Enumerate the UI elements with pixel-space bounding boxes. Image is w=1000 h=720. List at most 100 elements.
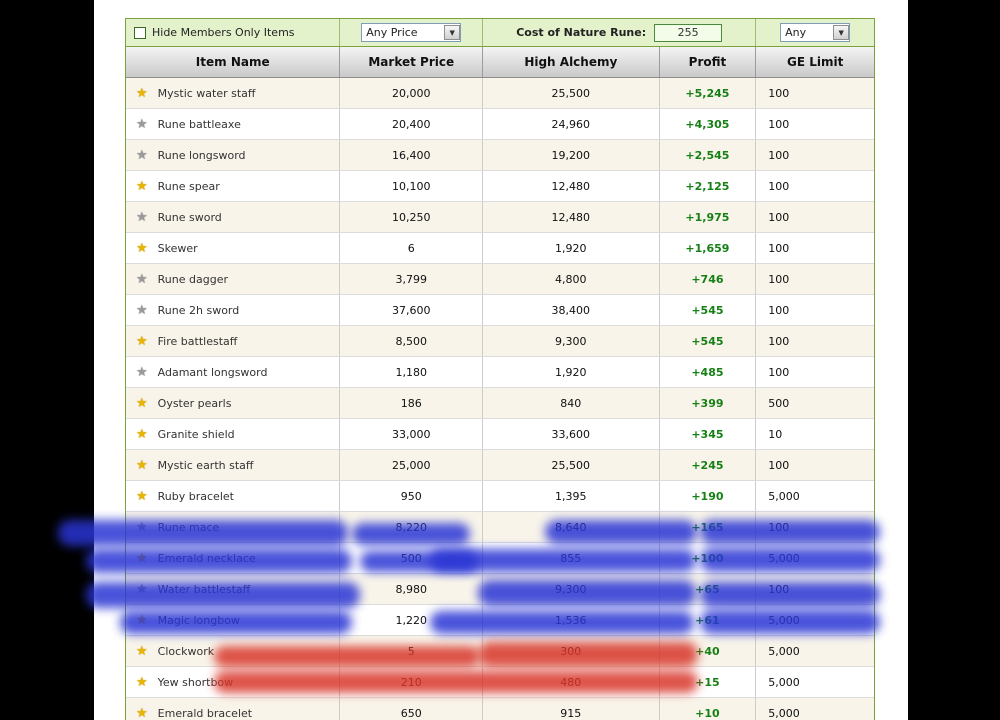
market-price-value: 10,250 (340, 202, 484, 232)
page-background: Hide Members Only Items Any Price ▼ Cost… (94, 0, 908, 720)
hide-members-checkbox[interactable] (134, 26, 146, 39)
ge-limit-value: 100 (768, 210, 790, 224)
high-alchemy-value: 19,200 (483, 140, 660, 170)
item-name: Rune battleaxe (157, 117, 241, 131)
profit-value: +399 (691, 396, 724, 410)
membership-filter-value: Any (785, 26, 807, 39)
table-header-row: Item Name Market Price High Alchemy Prof… (126, 47, 874, 78)
favorite-star-icon[interactable]: ★ (136, 333, 148, 349)
favorite-star-icon[interactable]: ★ (136, 612, 148, 628)
ge-limit-value: 5,000 (768, 489, 800, 503)
profit-value: +61 (695, 613, 720, 627)
profit-value: +4,305 (685, 117, 730, 131)
market-price-value: 16,400 (340, 140, 484, 170)
high-alchemy-value: 1,920 (483, 357, 660, 387)
chevron-down-icon[interactable]: ▼ (444, 25, 461, 40)
table-row: ★ Yew shortbow 210 480 +15 5,000 (126, 667, 874, 698)
high-alchemy-value: 4,800 (483, 264, 660, 294)
ge-limit-value: 100 (768, 179, 790, 193)
profit-value: +545 (691, 303, 724, 317)
favorite-star-icon[interactable]: ★ (136, 209, 148, 225)
favorite-star-icon[interactable]: ★ (136, 147, 148, 163)
high-alchemy-value: 300 (483, 636, 660, 666)
price-filter-section: Any Price ▼ (340, 19, 484, 46)
favorite-star-icon[interactable]: ★ (136, 674, 148, 690)
table-row: ★ Magic longbow 1,220 1,536 +61 5,000 (126, 605, 874, 636)
column-header-ge-limit[interactable]: GE Limit (787, 55, 844, 69)
favorite-star-icon[interactable]: ★ (136, 705, 148, 720)
nature-rune-label: Cost of Nature Rune: (516, 26, 647, 39)
market-price-value: 20,000 (340, 78, 484, 108)
table-row: ★ Emerald bracelet 650 915 +10 5,000 (126, 698, 874, 720)
favorite-star-icon[interactable]: ★ (136, 581, 148, 597)
nature-rune-cost-input[interactable] (654, 23, 723, 42)
high-alchemy-value: 1,536 (483, 605, 660, 635)
item-name: Granite shield (157, 427, 235, 441)
membership-filter-dropdown[interactable]: Any ▼ (780, 23, 851, 42)
favorite-star-icon[interactable]: ★ (136, 240, 148, 256)
item-name: Rune mace (157, 520, 220, 534)
favorite-star-icon[interactable]: ★ (136, 643, 148, 659)
price-filter-dropdown[interactable]: Any Price ▼ (361, 23, 462, 42)
favorite-star-icon[interactable]: ★ (136, 302, 148, 318)
membership-filter-section: Any ▼ (756, 19, 874, 46)
column-header-item-name[interactable]: Item Name (126, 47, 341, 77)
ge-limit-value: 100 (768, 148, 790, 162)
high-alchemy-value: 12,480 (483, 202, 660, 232)
item-name: Rune longsword (157, 148, 246, 162)
table-row: ★ Mystic water staff 20,000 25,500 +5,24… (126, 78, 874, 109)
favorite-star-icon[interactable]: ★ (136, 488, 148, 504)
favorite-star-icon[interactable]: ★ (136, 426, 148, 442)
favorite-star-icon[interactable]: ★ (136, 116, 148, 132)
table-row: ★ Rune dagger 3,799 4,800 +746 100 (126, 264, 874, 295)
item-name: Oyster pearls (157, 396, 232, 410)
filter-bar: Hide Members Only Items Any Price ▼ Cost… (126, 19, 874, 47)
item-name: Fire battlestaff (157, 334, 238, 348)
favorite-star-icon[interactable]: ★ (136, 178, 148, 194)
column-header-profit[interactable]: Profit (660, 47, 757, 77)
item-name: Rune dagger (157, 272, 228, 286)
market-price-value: 186 (340, 388, 484, 418)
item-name: Rune spear (157, 179, 220, 193)
favorite-star-icon[interactable]: ★ (136, 550, 148, 566)
market-price-value: 5 (340, 636, 484, 666)
hide-members-section: Hide Members Only Items (126, 19, 341, 46)
profit-value: +15 (695, 675, 720, 689)
market-price-value: 10,100 (340, 171, 484, 201)
favorite-star-icon[interactable]: ★ (136, 395, 148, 411)
favorite-star-icon[interactable]: ★ (136, 519, 148, 535)
market-price-value: 25,000 (340, 450, 484, 480)
favorite-star-icon[interactable]: ★ (136, 271, 148, 287)
profit-value: +345 (691, 427, 724, 441)
table-row: ★ Mystic earth staff 25,000 25,500 +245 … (126, 450, 874, 481)
ge-limit-value: 5,000 (768, 613, 800, 627)
ge-limit-value: 500 (768, 396, 790, 410)
ge-limit-value: 100 (768, 303, 790, 317)
market-price-value: 650 (340, 698, 484, 720)
high-alchemy-value: 915 (483, 698, 660, 720)
table-rows: ★ Mystic water staff 20,000 25,500 +5,24… (126, 78, 874, 720)
table-row: ★ Ruby bracelet 950 1,395 +190 5,000 (126, 481, 874, 512)
favorite-star-icon[interactable]: ★ (136, 457, 148, 473)
table-row: ★ Oyster pearls 186 840 +399 500 (126, 388, 874, 419)
item-name: Ruby bracelet (157, 489, 234, 503)
favorite-star-icon[interactable]: ★ (136, 85, 148, 101)
item-name: Magic longbow (157, 613, 240, 627)
table-row: ★ Rune battleaxe 20,400 24,960 +4,305 10… (126, 109, 874, 140)
column-header-high-alchemy[interactable]: High Alchemy (483, 47, 660, 77)
item-name: Yew shortbow (157, 675, 234, 689)
high-alchemy-value: 25,500 (483, 78, 660, 108)
profit-value: +190 (691, 489, 724, 503)
market-price-value: 8,220 (340, 512, 484, 542)
market-price-value: 8,500 (340, 326, 484, 356)
market-price-value: 950 (340, 481, 484, 511)
favorite-star-icon[interactable]: ★ (136, 364, 148, 380)
high-alchemy-value: 24,960 (483, 109, 660, 139)
column-header-market-price[interactable]: Market Price (340, 47, 484, 77)
high-alchemy-value: 1,920 (483, 233, 660, 263)
item-name: Clockwork (157, 644, 215, 658)
table-row: ★ Rune sword 10,250 12,480 +1,975 100 (126, 202, 874, 233)
chevron-down-icon[interactable]: ▼ (833, 25, 850, 40)
market-price-value: 3,799 (340, 264, 484, 294)
ge-limit-value: 100 (768, 272, 790, 286)
